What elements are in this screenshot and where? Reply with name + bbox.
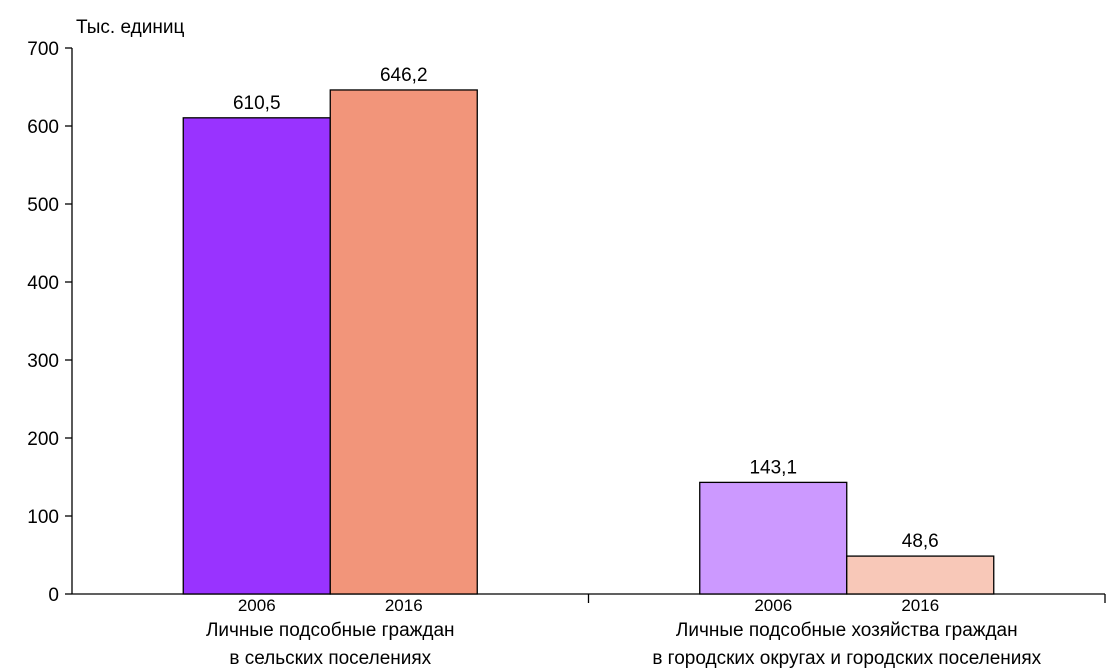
bar-value-label: 48,6 <box>902 531 939 552</box>
y-axis-label: Тыс. единиц <box>76 17 184 38</box>
category-label: в городских округах и городских поселени… <box>652 648 1041 669</box>
y-tick-label: 700 <box>27 39 59 60</box>
bar-year-label: 2006 <box>238 596 276 615</box>
bar-value-label: 646,2 <box>380 65 428 86</box>
bar <box>182 117 331 595</box>
bar-year-label: 2016 <box>901 596 939 615</box>
y-tick-label: 300 <box>27 351 59 372</box>
category-label: Личные подсобные хозяйства граждан <box>676 620 1018 641</box>
bar <box>699 481 848 595</box>
y-tick-label: 600 <box>27 117 59 138</box>
bar-value-label: 143,1 <box>749 457 797 478</box>
y-tick-label: 400 <box>27 273 59 294</box>
y-tick-label: 200 <box>27 429 59 450</box>
bar-year-label: 2006 <box>754 596 792 615</box>
y-tick-label: 100 <box>27 507 59 528</box>
category-label: в сельских поселениях <box>229 648 431 669</box>
category-label: Личные подсобные граждан <box>206 620 455 641</box>
bar <box>846 555 995 595</box>
y-tick-label: 0 <box>48 585 59 606</box>
bar-value-label: 610,5 <box>233 93 281 114</box>
y-tick-label: 500 <box>27 195 59 216</box>
bar <box>329 89 478 595</box>
bar-year-label: 2016 <box>385 596 423 615</box>
